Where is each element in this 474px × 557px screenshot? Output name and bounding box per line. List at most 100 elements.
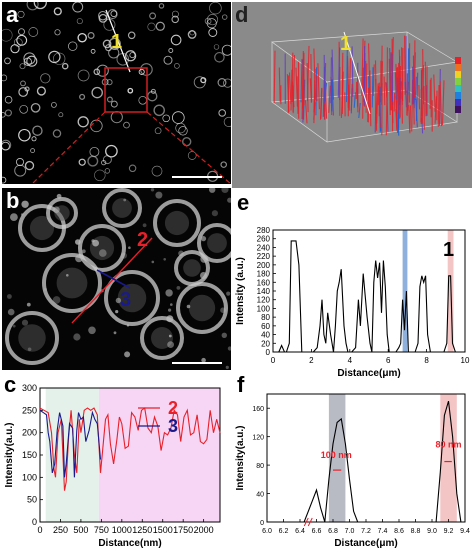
cell-blob bbox=[221, 44, 231, 56]
line-profile-1 bbox=[105, 9, 131, 73]
surface-spike bbox=[372, 64, 375, 97]
surface-spike bbox=[351, 46, 354, 97]
speckle bbox=[128, 246, 131, 249]
panel-a-image: 1 a bbox=[2, 2, 231, 184]
cell-ring bbox=[153, 199, 201, 247]
cell-blob bbox=[19, 104, 29, 114]
x-tick-label: 250 bbox=[53, 525, 68, 535]
cell-blob bbox=[221, 14, 228, 20]
colorbar-segment bbox=[455, 92, 461, 99]
y-axis-label: Intensity (a.u.) bbox=[235, 257, 246, 325]
cell-blob bbox=[187, 30, 197, 39]
surface-spike bbox=[441, 80, 445, 126]
cell-blob bbox=[4, 109, 12, 117]
cell-blob bbox=[204, 17, 212, 25]
surface-spike bbox=[361, 38, 364, 96]
x-tick-label: 1250 bbox=[132, 525, 152, 535]
cell-blob bbox=[223, 116, 231, 127]
surface-spike bbox=[368, 76, 371, 115]
x-tick-label: 6.2 bbox=[279, 528, 289, 535]
cell-blob bbox=[13, 38, 23, 47]
surface-spike bbox=[395, 67, 398, 109]
x-tick-label: 6.4 bbox=[295, 528, 305, 535]
cell-blob bbox=[2, 176, 7, 184]
cell-ring bbox=[42, 253, 102, 313]
cell-blob bbox=[214, 52, 225, 63]
cell-ring bbox=[104, 270, 160, 326]
cell-blob bbox=[200, 77, 207, 84]
y-tick-label: 140 bbox=[257, 287, 271, 296]
y-tick-label: 60 bbox=[261, 322, 270, 331]
surface-spike bbox=[420, 89, 423, 117]
cell-blob bbox=[4, 95, 13, 104]
cell-blob bbox=[2, 74, 8, 82]
legend-label-2: 2 bbox=[168, 398, 178, 418]
surface-spike bbox=[286, 74, 290, 112]
surface-spike bbox=[337, 47, 341, 98]
cell-blob bbox=[127, 31, 136, 40]
cell-blob bbox=[138, 68, 145, 75]
surface-spike bbox=[310, 53, 313, 102]
microscopy-image-b: 2 3 bbox=[2, 188, 231, 370]
speckle bbox=[113, 331, 117, 335]
speckle bbox=[168, 308, 172, 312]
y-tick-label: 300 bbox=[22, 383, 37, 393]
speckle bbox=[155, 191, 163, 199]
cell-blob bbox=[149, 12, 157, 20]
cell-blob bbox=[79, 93, 86, 100]
speckle bbox=[7, 294, 12, 299]
cell-blob bbox=[213, 44, 220, 50]
cell-blob bbox=[2, 141, 10, 151]
y-tick-label: 50 bbox=[27, 495, 37, 505]
y-tick-label: 40 bbox=[261, 331, 270, 340]
y-tick-label: 100 bbox=[257, 304, 271, 313]
cell-blob bbox=[108, 37, 121, 50]
surface-spike bbox=[438, 68, 441, 126]
colorbar-segment bbox=[455, 71, 461, 78]
y-tick-label: 160 bbox=[252, 406, 264, 413]
surface-spike bbox=[433, 74, 436, 112]
panel-label-f: f bbox=[237, 372, 245, 397]
x-axis-label: Distance(nm) bbox=[98, 538, 161, 549]
surface-spike bbox=[397, 71, 400, 104]
surface-spike bbox=[404, 81, 407, 108]
surface-spike bbox=[401, 47, 403, 105]
surface-spike bbox=[340, 101, 343, 119]
y-tick-label: 160 bbox=[257, 278, 271, 287]
cell-blob bbox=[87, 32, 95, 39]
y-tick-label: 200 bbox=[22, 428, 37, 438]
cell-blob bbox=[209, 2, 222, 15]
y-tick-label: 120 bbox=[257, 296, 271, 305]
cell-blob bbox=[174, 63, 180, 69]
cell-ring bbox=[174, 250, 210, 286]
speckle bbox=[124, 351, 131, 358]
surface-spike bbox=[383, 76, 386, 106]
panel-label-c: c bbox=[4, 372, 17, 397]
y-tick-label: 80 bbox=[256, 463, 264, 470]
surface-spike bbox=[331, 79, 334, 116]
cell-blob bbox=[172, 111, 185, 124]
cell-blob bbox=[48, 50, 61, 64]
surface-spike bbox=[412, 66, 414, 105]
surface-spike bbox=[290, 69, 293, 111]
line-profile-1-3d bbox=[343, 31, 371, 115]
x-tick-label: 6.0 bbox=[262, 528, 272, 535]
speckle bbox=[211, 210, 218, 217]
cell-blob bbox=[129, 52, 136, 59]
highlight-band bbox=[402, 230, 408, 352]
cell-blob bbox=[89, 146, 100, 157]
speckle bbox=[227, 197, 231, 203]
surface-spike bbox=[350, 83, 353, 111]
cell-blob bbox=[2, 111, 6, 118]
speckle bbox=[221, 332, 227, 338]
cell-blob bbox=[94, 169, 106, 182]
surface-spike bbox=[328, 85, 331, 113]
cell-blob bbox=[168, 48, 174, 53]
cell-blob bbox=[30, 148, 35, 153]
speckle bbox=[163, 258, 166, 261]
speckle bbox=[200, 272, 207, 279]
speckle bbox=[20, 213, 24, 216]
line-profile-3 bbox=[96, 269, 131, 289]
y-axis-label: Intensity(a.u.) bbox=[235, 425, 246, 490]
